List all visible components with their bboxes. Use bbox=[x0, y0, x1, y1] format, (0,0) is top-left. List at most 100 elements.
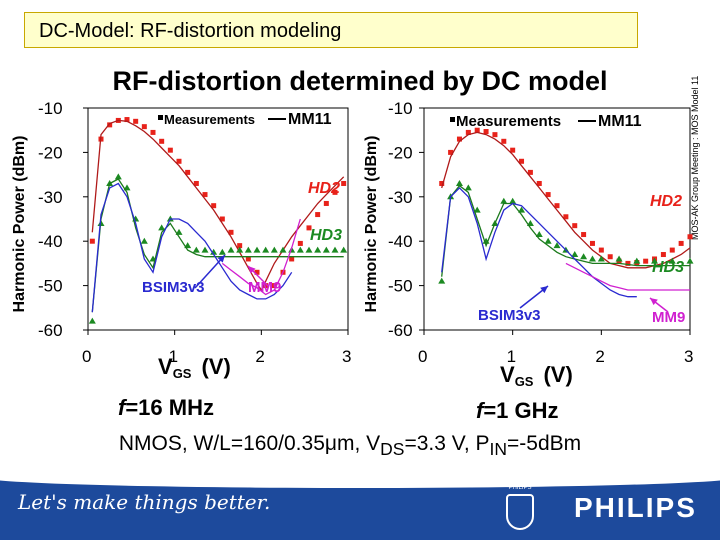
header-title-box: DC-Model: RF-distortion modeling bbox=[24, 12, 638, 48]
chart2-series-hd2-meas-point bbox=[536, 180, 542, 186]
chart1-series-hd3-meas-point bbox=[340, 246, 348, 253]
footer-brand: PHILIPS bbox=[574, 492, 697, 523]
chart1-series-hd3-model-line bbox=[91, 178, 344, 313]
chart1-legend-measurements: Measurements bbox=[164, 112, 255, 127]
chart2-series-hd2-meas-point bbox=[581, 232, 587, 238]
chart2-series-hd3-meas-point bbox=[509, 197, 517, 204]
cond-part-4: =-5dBm bbox=[507, 432, 582, 455]
chart2-series-hd2-meas-point bbox=[545, 192, 551, 198]
chart2-series-hd2-meas-point bbox=[625, 260, 631, 266]
chart2-series-hd2-meas-point bbox=[643, 258, 649, 264]
chart1-series-hd2-meas-point bbox=[124, 117, 130, 123]
cond-part-2: m, V bbox=[336, 432, 381, 455]
chart2-ytick-label: -40 bbox=[388, 232, 413, 251]
chart1-series-hd2-meas-point bbox=[323, 200, 329, 206]
chart2-series-hd2-meas-point bbox=[527, 169, 533, 175]
chart2-series-hd2-meas-point bbox=[669, 247, 675, 253]
slide-title: RF-distortion determined by DC model bbox=[112, 66, 608, 96]
chart1-xtick-label: 0 bbox=[82, 347, 91, 366]
chart2-series-hd2-meas-point bbox=[492, 132, 498, 138]
chart1-label-hd2: HD2 bbox=[308, 180, 340, 197]
chart1-series-hd2-meas-point bbox=[237, 243, 243, 249]
chart2-ytick-label: -20 bbox=[388, 143, 413, 162]
chart2-series-hd3-meas-point bbox=[668, 257, 676, 264]
chart2-series-hd3-meas-point bbox=[518, 206, 526, 213]
chart1-series-hd2-meas-point bbox=[167, 147, 173, 153]
cond-sub-ds: DS bbox=[380, 439, 405, 460]
chart2-series-hd3-meas-point bbox=[438, 277, 446, 284]
chart2-plot-frame bbox=[423, 107, 691, 331]
chart1-series-hd3-meas-point bbox=[158, 224, 166, 231]
chart2-series-mm9-model-line bbox=[565, 262, 690, 291]
chart1-series-hd3-meas-point bbox=[270, 246, 278, 253]
chart1-series-hd3-meas-point bbox=[88, 317, 96, 324]
chart1-series-hd2-meas-point bbox=[245, 256, 251, 262]
chart1-series-hd2-meas-point bbox=[150, 129, 156, 135]
chart2-series-hd2-meas-point bbox=[448, 149, 454, 155]
chart2-label-mm9: MM9 bbox=[652, 309, 685, 326]
chart2-series-hd3-meas-point bbox=[455, 179, 463, 186]
chart1-legend-marker bbox=[158, 115, 163, 120]
chart1-xlabel-unit: (V) bbox=[201, 354, 230, 379]
chart2-series-hd3-meas-point bbox=[597, 255, 605, 262]
chart2-series-hd2-model-line bbox=[441, 131, 691, 269]
freq-label-left: f=16 MHz bbox=[118, 395, 214, 421]
chart2-series-hd2-meas-point bbox=[510, 147, 516, 153]
charts-area: -10 -20 -30 -40 -50 -60 0 1 2 3 Harmonic Power (dB… bbox=[11, 99, 694, 389]
cond-part-1: NMOS, W/L=160/0.35 bbox=[118, 432, 325, 455]
chart1-ytick-label: -40 bbox=[38, 232, 63, 251]
chart2-xlabel-main: V bbox=[500, 362, 515, 387]
chart1-series-hd2-meas-point bbox=[228, 229, 234, 235]
chart1-series-hd2-meas-point bbox=[202, 192, 208, 198]
chart2-xlabel: VGS (V) bbox=[500, 362, 573, 389]
chart2-series-hd3-meas-point bbox=[544, 237, 552, 244]
chart1-series-hd3-meas-point bbox=[322, 246, 330, 253]
footer-slogan: Let's make things better. bbox=[18, 490, 271, 514]
chart1-label-mm9: MM9 bbox=[248, 279, 281, 296]
chart2-series-hd2-meas-point bbox=[465, 129, 471, 135]
chart1-xlabel-sub: GS bbox=[173, 366, 192, 381]
chart1-series-hd3-meas-point bbox=[305, 246, 313, 253]
freq-right-prefix: f bbox=[476, 398, 484, 423]
chart1-series-hd2-meas-point bbox=[315, 212, 321, 218]
chart1-xlabel: VGS (V) bbox=[158, 354, 231, 381]
chart2-series-hd3-meas-point bbox=[686, 257, 694, 264]
chart1-series-hd2-meas-point bbox=[263, 283, 269, 289]
chart2-label-hd2: HD2 bbox=[650, 193, 682, 210]
chart1-annotation-arrowhead bbox=[248, 266, 256, 274]
chart2-series-hd3-meas-point bbox=[580, 253, 588, 260]
chart1-series-hd2-meas-point bbox=[141, 124, 147, 130]
chart1-series-hd3-meas-point bbox=[140, 237, 148, 244]
chart2-label-hd3: HD3 bbox=[652, 259, 684, 276]
chart2-series-hd2-meas-point bbox=[678, 240, 684, 246]
chart1-ytick-label: -10 bbox=[38, 99, 63, 118]
chart2-series-hd2-meas-point bbox=[598, 247, 604, 253]
chart1-series-hd3-meas-point bbox=[192, 246, 200, 253]
chart2-ytick-label: -60 bbox=[388, 321, 413, 340]
chart2-series-hd2-meas-point bbox=[589, 240, 595, 246]
chart2-label-bsim: BSIM3v3 bbox=[478, 307, 541, 324]
chart1-series-hd3-meas-point bbox=[314, 246, 322, 253]
chart1-ytick-label: -60 bbox=[38, 321, 63, 340]
chart2-series-hd3-meas-point bbox=[633, 257, 641, 264]
chart1-series-mm9-model-line bbox=[221, 218, 301, 296]
chart1-series-hd2-model-line bbox=[91, 119, 345, 292]
chart2-legend-measurements: Measurements bbox=[456, 113, 561, 130]
chart2-series-bsim3v3-model-line bbox=[441, 186, 637, 298]
shield-text: PHILIPS bbox=[508, 485, 532, 491]
conditions-text: NMOS, W/L=160/0.35μm, VDS=3.3 V, PIN=-5d… bbox=[0, 432, 700, 460]
chart2-series-hd2-meas-point bbox=[563, 214, 569, 220]
chart1-series-hd2-meas-point bbox=[254, 269, 260, 275]
chart1-series-hd2-meas-point bbox=[211, 203, 217, 209]
chart1-xtick-label: 3 bbox=[342, 347, 351, 366]
chart1-series-hd3-meas-point bbox=[244, 246, 252, 253]
chart1-series-hd3-meas-point bbox=[201, 246, 209, 253]
chart1-series-hd2-meas-point bbox=[89, 238, 95, 244]
chart1-series-hd3-meas-point bbox=[218, 248, 226, 255]
chart2-series-hd3-meas-point bbox=[571, 251, 579, 258]
chart1-series-hd3-meas-point bbox=[236, 246, 244, 253]
chart1-series-hd2-meas-point bbox=[219, 216, 225, 222]
chart1-ytick-label: -20 bbox=[38, 143, 63, 162]
chart1-series-hd3-meas-point bbox=[296, 246, 304, 253]
freq-left-value: =16 MHz bbox=[125, 395, 214, 420]
